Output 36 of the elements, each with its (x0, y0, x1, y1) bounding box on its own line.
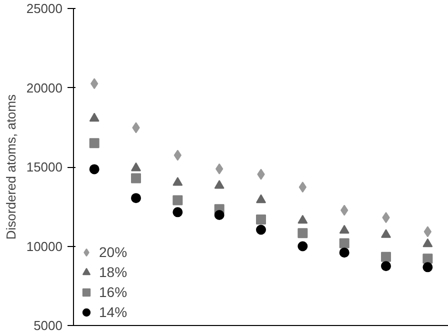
point (256, 194, 266, 204)
y-axis-title: Disordered atoms, atoms (3, 94, 18, 240)
point (298, 241, 308, 252)
point (381, 229, 391, 238)
point (172, 176, 183, 186)
legend-label: 14% (99, 304, 128, 320)
point (339, 224, 350, 234)
point (89, 112, 100, 122)
y-tick-label: 20000 (26, 80, 63, 96)
point (422, 238, 433, 248)
point (214, 180, 224, 189)
point (298, 228, 308, 238)
point (422, 262, 433, 272)
y-tick-label: 15000 (26, 160, 63, 174)
point (172, 207, 183, 218)
point (339, 238, 350, 248)
point (256, 224, 266, 235)
point (89, 138, 100, 148)
point (298, 214, 308, 224)
y-tick-label: 25000 (26, 1, 63, 16)
point (131, 173, 141, 184)
legend-label: 20% (99, 244, 128, 260)
point (89, 164, 100, 174)
point (256, 214, 266, 224)
y-tick-label: 10000 (26, 238, 63, 254)
point (172, 195, 183, 206)
y-tick-label: 5000 (34, 318, 62, 331)
point (339, 248, 350, 258)
point (381, 252, 391, 262)
point (381, 261, 391, 272)
legend-label: 16% (99, 284, 128, 300)
point (131, 162, 141, 172)
point (214, 210, 224, 220)
point (131, 193, 141, 204)
point (422, 254, 433, 264)
legend-label: 18% (99, 264, 128, 280)
